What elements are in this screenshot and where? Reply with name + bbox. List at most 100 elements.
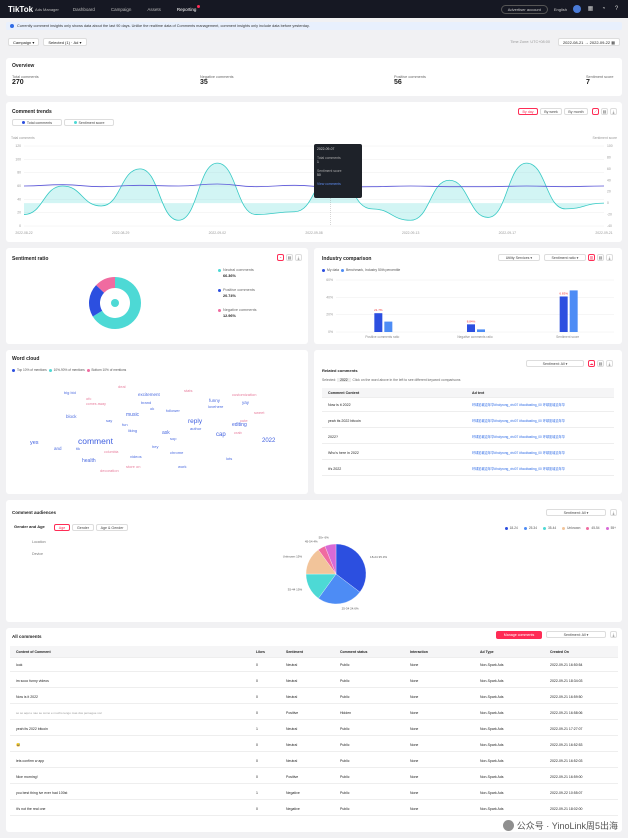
word-fun[interactable]: fun [122, 422, 128, 427]
related-row[interactable]: it's 2022 环球影城嘉年华#holyrong_vivi07 #foodta… [322, 462, 614, 476]
word-yay[interactable]: yay [242, 400, 250, 405]
by-month-button[interactable]: By month [564, 108, 588, 115]
column-header[interactable]: Interaction [410, 650, 428, 654]
all-sentiment-filter[interactable]: Sentiment: All ▾ [546, 631, 606, 638]
table-row[interactable]: im sooo funny videos 0 Neutral Public None No… [10, 674, 618, 688]
word-ask[interactable]: ask [162, 430, 170, 436]
column-header[interactable]: Sentiment [286, 650, 303, 654]
related-ad-link[interactable]: 环球影城嘉年华#holyrong_vivi07 #foodtasting_00 … [472, 435, 566, 439]
table-row[interactable]: so so aqui e nao se como e mucho tengo m… [10, 706, 618, 720]
audience-legend-item[interactable]: 55+ [605, 526, 616, 530]
word-music[interactable]: music [126, 412, 140, 418]
chart-icon[interactable]: ◔ [277, 254, 284, 261]
account-selector[interactable]: Advertiser account [500, 4, 548, 14]
word-customization[interactable]: customization [232, 392, 257, 397]
word-health[interactable]: health [82, 458, 96, 464]
selected-select[interactable]: Selected (1) · Ad ▾ [43, 38, 87, 46]
related-row[interactable]: 2022? 环球影城嘉年华#holyrong_vivi07 #foodtastin… [322, 430, 614, 444]
word-big-bid[interactable]: big bid [64, 390, 76, 395]
help-icon[interactable]: ? [614, 5, 619, 12]
word-comment[interactable]: comment [78, 436, 113, 446]
download-icon[interactable]: ⤓ [295, 254, 302, 261]
word-ok[interactable]: ok [150, 406, 155, 411]
trends-select-2[interactable]: Sentiment score [64, 119, 114, 126]
word-liking[interactable]: liking [128, 428, 138, 433]
word-decoration[interactable]: decoration [100, 468, 119, 473]
word-sop[interactable]: sop [170, 436, 177, 441]
download-icon[interactable]: ⤓ [606, 360, 613, 367]
column-header[interactable]: Comment status [340, 650, 368, 654]
table-row[interactable]: lets confirm w app 0 Neutral Public None Non-… [10, 754, 618, 768]
word-funny[interactable]: funny [209, 398, 221, 403]
audience-legend-item[interactable]: 45-54 [586, 526, 600, 530]
tooltip-view-comments-link[interactable]: View comments [317, 182, 341, 186]
column-header[interactable]: Content of Comment [16, 650, 51, 654]
location-tab[interactable]: Location [32, 540, 46, 544]
word-block[interactable]: block [66, 414, 77, 419]
table-row[interactable]: you best thing ive ever had 100st 1 Negati… [10, 786, 618, 800]
word-store-on[interactable]: store on [126, 464, 141, 469]
word-lots[interactable]: lots [226, 456, 233, 461]
download-icon[interactable]: ⤓ [610, 509, 617, 516]
word-deal[interactable]: deal [118, 384, 126, 389]
selected-word-chip[interactable]: 2022 [337, 378, 351, 382]
chart-icon[interactable]: ☁ [588, 360, 595, 367]
word-2022[interactable]: 2022 [262, 438, 276, 444]
table-row[interactable]: yeah its 2022 bitcoin 1 Neutral Public None N… [10, 722, 618, 736]
word-editing[interactable]: editing [232, 422, 247, 428]
word-say[interactable]: say [106, 418, 113, 423]
word-and[interactable]: and [54, 446, 62, 451]
chart-icon[interactable]: ▥ [588, 254, 595, 261]
word-crab[interactable]: crab [234, 430, 242, 435]
word-yes[interactable]: yes [30, 440, 39, 446]
word-follower[interactable]: follower [166, 408, 180, 413]
related-ad-link[interactable]: 环球影城嘉年华#holyrong_vivi07 #foodtasting_00 … [472, 403, 566, 407]
table-row[interactable]: Nice morning! 0 Positive Public None Non-Spar… [10, 770, 618, 784]
column-header[interactable]: Likes [256, 650, 265, 654]
calendar-icon[interactable]: ▦ [587, 5, 594, 12]
audience-sentiment-filter[interactable]: Sentiment: All ▾ [546, 509, 606, 516]
word-chrome[interactable]: chrome [170, 450, 184, 455]
metric-select[interactable]: Sentiment ratio ▾ [544, 254, 586, 261]
campaign-select[interactable]: Campaign ▾ [8, 38, 40, 46]
download-icon[interactable]: ⤓ [610, 631, 617, 638]
word-work[interactable]: work [178, 464, 187, 469]
sentiment-filter[interactable]: Sentiment: All ▾ [526, 360, 584, 367]
by-week-button[interactable]: By week [540, 108, 562, 115]
age-tab[interactable]: Age [54, 524, 70, 531]
nav-assets[interactable]: Assets [147, 6, 161, 12]
gender-tab[interactable]: Gender [72, 524, 94, 531]
table-row[interactable]: Now is it 2022 0 Neutral Public None Non-Spar… [10, 690, 618, 704]
word-cute[interactable]: cute [240, 418, 248, 423]
word-cap[interactable]: cap [216, 432, 226, 438]
line-chart-icon[interactable]: ⟋ [592, 108, 599, 115]
related-row[interactable]: yeah its 2022 bitcoin 环球影城嘉年华#holyrong_vi… [322, 414, 614, 428]
trends-select-1[interactable]: Total comments [12, 119, 62, 126]
table-icon[interactable]: ▤ [597, 254, 604, 261]
word-columbia[interactable]: columbia [104, 450, 119, 454]
word-comes-away[interactable]: comes away [86, 402, 106, 406]
audience-legend-item[interactable]: Unknown [562, 526, 580, 530]
bell-icon[interactable]: ◔ [601, 5, 606, 12]
manage-comments-button[interactable]: Manage comments [496, 631, 542, 639]
word-excitement[interactable]: excitement [138, 392, 160, 397]
related-ad-link[interactable]: 环球影城嘉年华#holyrong_vivi07 #foodtasting_00 … [472, 467, 566, 471]
related-row[interactable]: Now is it 2022 环球影城嘉年华#holyrong_vivi07 #f… [322, 398, 614, 412]
related-ad-link[interactable]: 环球影城嘉年华#holyrong_vivi07 #foodtasting_00 … [472, 451, 566, 455]
gender-age-tab[interactable]: Gender and Age [14, 524, 45, 529]
table-icon[interactable]: ▤ [597, 360, 604, 367]
table-row[interactable]: look 0 Neutral Public None Non-Spark Ads 2022-… [10, 658, 618, 672]
word-sweet[interactable]: sweet [254, 410, 265, 415]
by-day-button[interactable]: By day [518, 108, 538, 115]
tiktok-logo[interactable]: TikTok [8, 4, 34, 14]
language-selector[interactable]: English [553, 6, 567, 12]
nav-reporting[interactable]: Reporting [176, 4, 200, 12]
word-brand[interactable]: brand [141, 400, 152, 405]
nav-campaign[interactable]: Campaign [110, 6, 132, 12]
word-author[interactable]: author [190, 426, 202, 431]
column-header[interactable]: Created On [550, 650, 569, 654]
nav-dashboard[interactable]: Dashboard [72, 6, 95, 12]
column-header[interactable]: Ad Type [480, 650, 494, 654]
word-hey[interactable]: hey [152, 444, 159, 449]
table-row[interactable]: 😅 0 Neutral Public None Non-Spark Ads 2022-09-… [10, 738, 618, 752]
